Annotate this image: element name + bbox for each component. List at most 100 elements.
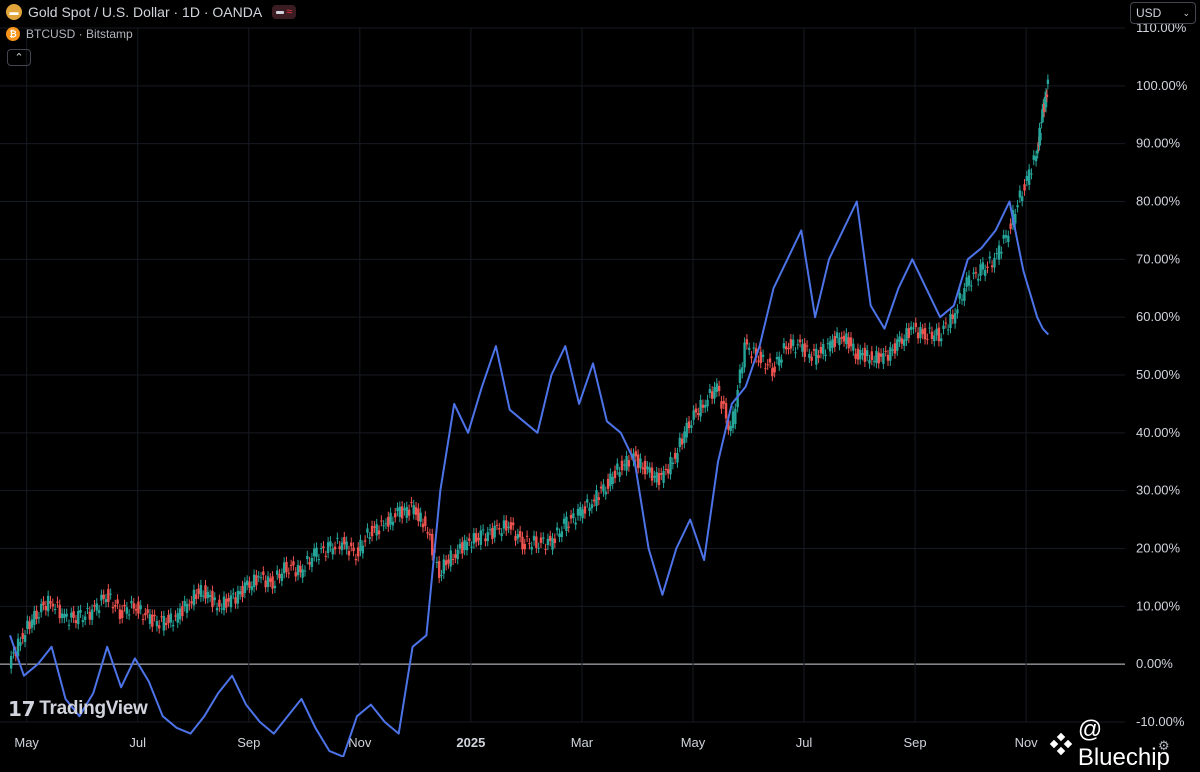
legend-gold-label: Gold Spot / U.S. Dollar · 1D · OANDA [28, 4, 263, 20]
candle-body [854, 353, 857, 359]
candle-body [738, 369, 742, 383]
candle-body [484, 538, 487, 542]
x-tick-label: Nov [348, 735, 372, 750]
candle-body [949, 313, 952, 328]
candle-body [831, 339, 834, 348]
candle-body [315, 547, 318, 557]
candle-body [389, 512, 392, 525]
candle-body [1007, 235, 1010, 243]
candle-body [704, 404, 707, 408]
candle-body [134, 608, 138, 611]
candle-body [713, 386, 716, 399]
candle-body [181, 606, 184, 617]
candle-body [83, 616, 87, 620]
candle-body [421, 523, 425, 528]
candle-body [130, 600, 133, 604]
candle-body [206, 591, 210, 599]
candle-body [65, 613, 68, 617]
currency-select[interactable]: USD ⌄ [1130, 2, 1196, 24]
candle-body [252, 574, 256, 588]
candle-body [731, 411, 735, 429]
x-tick-label: Nov [1015, 735, 1039, 750]
candle-body [9, 655, 13, 669]
candle-body [171, 625, 175, 627]
candle-body [354, 558, 358, 561]
candle-body [946, 329, 950, 331]
candle-body [710, 391, 714, 399]
candle-body [1036, 149, 1039, 154]
candle-body [1020, 196, 1024, 202]
candle-body [343, 537, 346, 545]
candle-body [294, 572, 297, 577]
candle-body [921, 329, 924, 335]
candle-body [155, 620, 159, 627]
candle-body [167, 614, 170, 624]
candle-body [1004, 234, 1008, 238]
candle-body [347, 551, 351, 556]
candle-body [958, 292, 961, 299]
candle-body [102, 594, 105, 599]
candle-body [178, 608, 182, 620]
data-status-badge[interactable]: ≈ [272, 5, 297, 19]
candle-body [440, 575, 443, 577]
candle-body [12, 652, 15, 654]
candle-body [118, 609, 122, 619]
candle-body [641, 467, 644, 470]
candle-body [121, 610, 124, 618]
candle-body [498, 528, 501, 530]
candle-body [727, 420, 730, 430]
candle-body [377, 530, 381, 535]
candle-body [463, 540, 466, 551]
candle-body [523, 544, 526, 550]
candle-body [488, 529, 492, 531]
binance-icon [1049, 732, 1073, 756]
candle-body [754, 348, 758, 358]
candle-body [241, 586, 244, 598]
candle-body [426, 532, 429, 534]
candle-body [239, 591, 242, 595]
candle-body [190, 601, 193, 604]
candle-body [259, 577, 263, 579]
candle-body [618, 472, 621, 477]
candle-body [852, 343, 855, 351]
y-tick-label: 70.00% [1136, 251, 1181, 266]
candle-body [79, 610, 82, 613]
candle-body [211, 590, 214, 608]
candle-body [352, 547, 355, 552]
legend-btc[interactable]: ₿ BTCUSD · Bitstamp [6, 27, 133, 41]
candle-body [623, 464, 626, 466]
x-tick-label: Sep [237, 735, 260, 750]
candle-body [382, 525, 385, 527]
candle-body [1030, 173, 1033, 175]
candle-body [842, 335, 846, 342]
candle-body [289, 564, 293, 566]
candle-body [414, 507, 418, 515]
candle-body [778, 356, 781, 366]
candle-body [599, 486, 603, 489]
candle-body [264, 580, 267, 588]
y-tick-label: 50.00% [1136, 367, 1181, 382]
candle-body [879, 353, 883, 357]
candle-body [1042, 103, 1046, 112]
btc-line [9, 200, 1050, 757]
candle-body [602, 484, 605, 492]
candle-body [384, 523, 388, 525]
candle-body [592, 499, 596, 502]
candle-body [664, 468, 668, 471]
candle-body [176, 613, 179, 623]
collapse-legend-button[interactable]: ⌃ [7, 49, 31, 66]
candle-body [912, 327, 915, 329]
candle-body [530, 546, 533, 550]
gear-icon[interactable]: ⚙ [1158, 738, 1170, 753]
candle-body [736, 390, 739, 408]
candle-body [313, 548, 316, 557]
candle-body [403, 508, 406, 511]
candle-body [44, 606, 48, 611]
candle-body [581, 509, 584, 519]
legend-gold[interactable]: ▬ Gold Spot / U.S. Dollar · 1D · OANDA ≈ [6, 4, 297, 20]
candle-body [872, 360, 876, 362]
candle-body [539, 537, 543, 543]
tradingview-mark-icon: 17 [8, 697, 36, 721]
candle-body [33, 611, 36, 625]
